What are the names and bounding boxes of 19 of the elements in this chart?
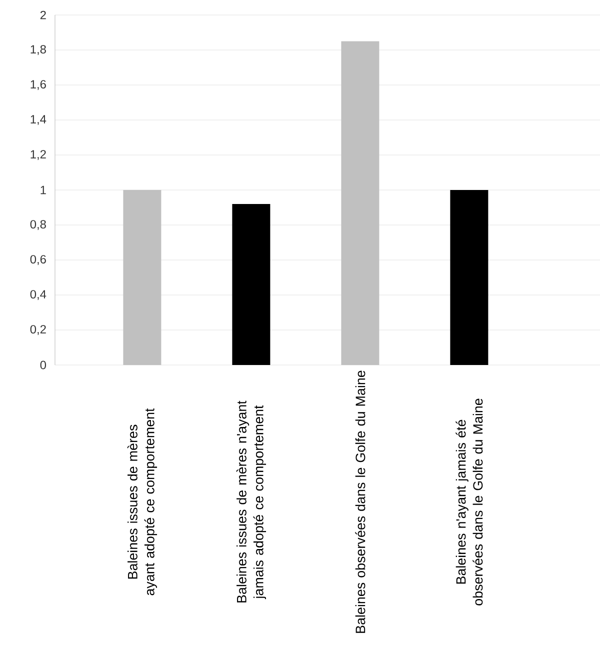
x-tick-label: Baleines issues de mères n'ayant jamais adopté ce comportement bbox=[236, 400, 266, 602]
y-tick-label: 1,8 bbox=[30, 45, 46, 55]
y-tick-label: 0,6 bbox=[30, 255, 46, 265]
x-tick-label: Baleines observées dans le Golfe du Maine bbox=[355, 370, 366, 633]
bar bbox=[123, 190, 162, 365]
y-tick-label: 2 bbox=[40, 10, 46, 20]
y-tick-label: 0 bbox=[40, 360, 46, 370]
y-tick-label: 1 bbox=[40, 186, 46, 194]
y-tick-label: 0,2 bbox=[30, 325, 46, 335]
y-tick-label: 1,2 bbox=[30, 150, 46, 160]
bar bbox=[450, 190, 488, 365]
y-tick-label: 0,8 bbox=[30, 220, 46, 230]
bar bbox=[232, 204, 270, 365]
bar bbox=[341, 41, 380, 365]
y-tick-label: 1,6 bbox=[30, 80, 46, 90]
y-tick-label: 1,4 bbox=[30, 115, 46, 125]
y-tick-label: 0,4 bbox=[30, 290, 46, 300]
x-tick-label: Baleines n'ayant jamais été observées dans le Golfe du Maine bbox=[456, 398, 483, 606]
x-tick-label: Baleines issues de mères ayant adopté ce comportement bbox=[127, 408, 157, 596]
